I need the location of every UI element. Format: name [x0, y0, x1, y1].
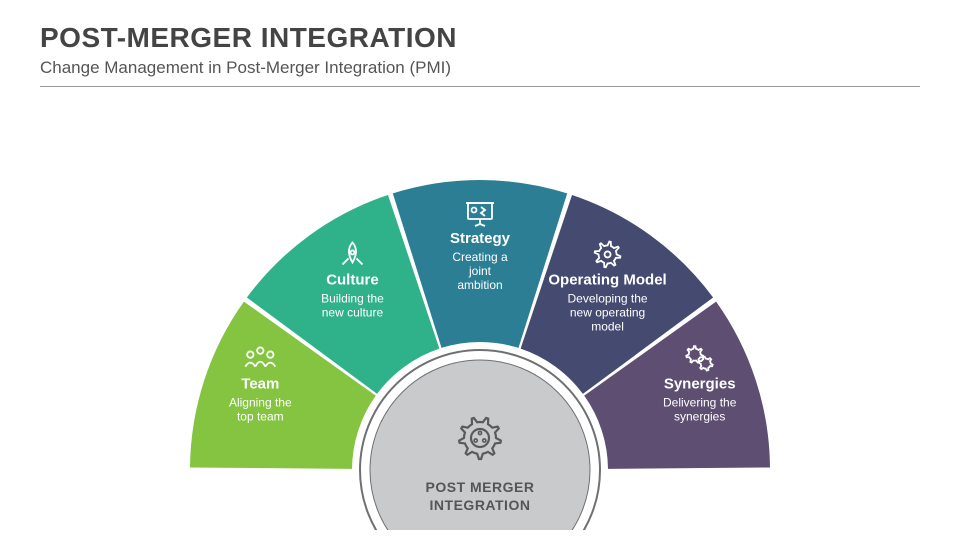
semi-donut-chart: POST MERGERINTEGRATION TeamAligning thet…	[0, 100, 960, 540]
center-group: POST MERGERINTEGRATION	[360, 350, 600, 530]
header-divider	[40, 86, 920, 87]
page-title: POST-MERGER INTEGRATION	[40, 22, 920, 54]
header: POST-MERGER INTEGRATION Change Managemen…	[0, 0, 960, 91]
segment-label-culture: CultureBuilding thenew culture	[321, 271, 384, 319]
segment-label-strategy: StrategyCreating ajointambition	[450, 230, 511, 292]
page-subtitle: Change Management in Post-Merger Integra…	[40, 58, 920, 78]
arc-svg: POST MERGERINTEGRATION TeamAligning thet…	[80, 100, 880, 530]
